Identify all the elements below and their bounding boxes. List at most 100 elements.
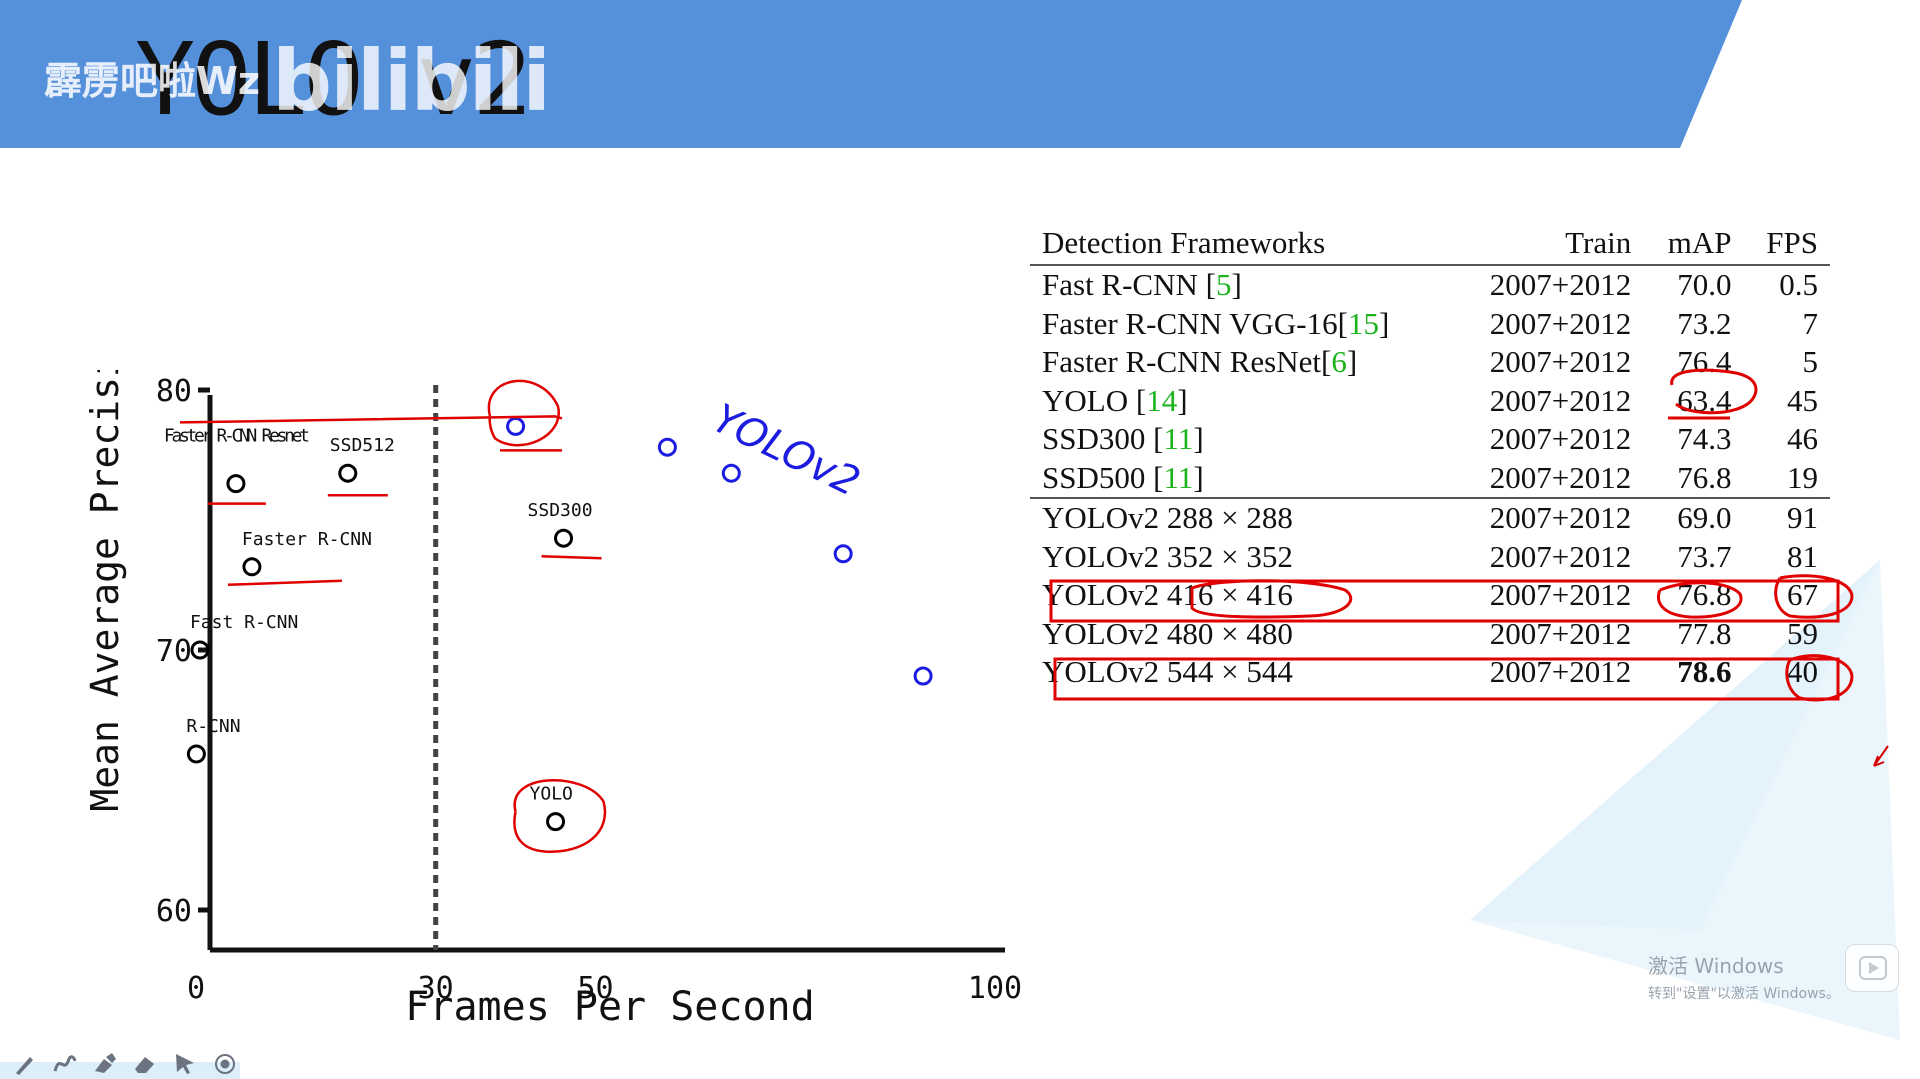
- table-row: YOLO [14] 2007+2012 63.4 45: [1030, 382, 1830, 421]
- framework-label: YOLO: [1042, 382, 1136, 418]
- citation[interactable]: [5]: [1205, 267, 1242, 303]
- point-label: R-CNN: [186, 716, 240, 737]
- header-fps: FPS: [1766, 225, 1818, 260]
- citation[interactable]: [15]: [1337, 305, 1390, 341]
- framework-name: YOLO [14]: [1030, 382, 1454, 421]
- table-row: Faster R-CNN VGG-16[15] 2007+2012 73.2 7: [1030, 305, 1830, 344]
- data-point-faster-r-cnn: [242, 557, 262, 577]
- framework-name: YOLOv2 544 × 544: [1030, 653, 1454, 692]
- train-value: 2007+2012: [1454, 497, 1644, 538]
- map-value: 70.0: [1677, 267, 1732, 303]
- framework-name: YOLOv2 352 × 352: [1030, 538, 1454, 577]
- map-value: 63.4: [1677, 382, 1732, 418]
- framework-name: SSD300 [11]: [1030, 420, 1454, 459]
- y-tick-label: 70: [156, 634, 192, 669]
- chart-points: [186, 416, 933, 832]
- map-value: 73.2: [1677, 305, 1732, 341]
- chart-axes: 0 30 50 100 60 70 80: [156, 374, 1022, 1006]
- chart-ink-annotations: [179, 379, 607, 853]
- yolov2-handwritten-label: YOLOv2: [706, 396, 867, 506]
- header-map: mAP: [1667, 225, 1732, 260]
- fps-value: 7: [1802, 305, 1819, 341]
- play-button[interactable]: [1845, 944, 1899, 992]
- framework-label: YOLOv2 416 × 416: [1042, 577, 1293, 613]
- header-frameworks: Detection Frameworks: [1042, 225, 1326, 260]
- annotation-toolbar: [12, 1050, 238, 1078]
- fps-value: 45: [1787, 382, 1818, 418]
- curve-icon[interactable]: [52, 1051, 78, 1077]
- x-tick-label: 0: [187, 971, 205, 1006]
- yolov2-data-point: [506, 416, 526, 436]
- fps-value: 40: [1787, 654, 1818, 690]
- citation[interactable]: [11]: [1153, 421, 1204, 457]
- fps-value: 67: [1787, 577, 1818, 613]
- play-icon: [1859, 956, 1887, 980]
- yolov2-data-point: [913, 666, 933, 686]
- table-row: SSD300 [11] 2007+2012 74.3 46: [1030, 420, 1830, 459]
- data-point-ssd300: [554, 528, 574, 548]
- framework-label: YOLOv2 544 × 544: [1042, 654, 1293, 690]
- x-tick-label: 100: [968, 971, 1022, 1006]
- record-icon[interactable]: [212, 1051, 238, 1077]
- point-label: Faster R-CNN: [242, 529, 372, 550]
- speed-accuracy-chart: 0 30 50 100 60 70 80 R-CNN Fast R-CNN Faster R-C…: [83, 370, 1022, 1030]
- framework-label: Fast R-CNN: [1042, 267, 1206, 303]
- framework-name: SSD500 [11]: [1030, 459, 1454, 499]
- ink-stroke: [513, 778, 607, 853]
- framework-label: Faster R-CNN ResNet: [1042, 344, 1321, 380]
- train-value: 2007+2012: [1489, 459, 1632, 495]
- map-value: 76.8: [1677, 577, 1732, 613]
- map-value: 76.4: [1677, 344, 1732, 380]
- table-row: YOLOv2 480 × 480 2007+2012 77.8 59: [1030, 615, 1830, 654]
- citation[interactable]: [11]: [1153, 459, 1204, 495]
- map-value: 74.3: [1677, 421, 1732, 457]
- highlighter-icon[interactable]: [92, 1051, 118, 1077]
- header-train: Train: [1565, 225, 1632, 260]
- yolov2-data-point: [721, 463, 741, 483]
- citation[interactable]: [14]: [1135, 382, 1188, 418]
- train-value: 2007+2012: [1489, 305, 1632, 341]
- x-tick-label: 30: [418, 971, 454, 1006]
- chart-labels: R-CNN Fast R-CNN Faster R-CNN Faster R-CNN …: [164, 426, 593, 805]
- ink-stroke: [227, 579, 342, 587]
- eraser-icon[interactable]: [132, 1051, 158, 1077]
- data-point-ssd512: [338, 463, 358, 483]
- train-value: 2007+2012: [1489, 421, 1632, 457]
- table-row: SSD500 [11] 2007+2012 76.8 19: [1030, 459, 1830, 499]
- title-banner: [0, 0, 1742, 148]
- framework-label: SSD300: [1042, 421, 1154, 457]
- framework-name: YOLOv2 288 × 288: [1030, 497, 1455, 538]
- fps-value: 5: [1802, 344, 1819, 380]
- activation-title: 激活 Windows: [1648, 954, 1784, 978]
- train-value: 2007+2012: [1489, 577, 1632, 613]
- x-axis-label: Frames Per Second: [405, 984, 814, 1030]
- data-point-fast-r-cnn: [190, 640, 210, 660]
- fps-value: 91: [1743, 497, 1830, 538]
- framework-label: YOLOv2 288 × 288: [1042, 500, 1293, 536]
- watermark-logo: bilibili: [272, 32, 551, 130]
- point-label: SSD300: [528, 500, 593, 521]
- framework-name: Faster R-CNN ResNet[6]: [1030, 343, 1454, 382]
- windows-activation-notice: 激活 Windows 转到"设置"以激活 Windows。: [1648, 950, 1840, 1003]
- framework-label: SSD500: [1042, 459, 1154, 495]
- train-value: 2007+2012: [1489, 382, 1632, 418]
- yolov2-data-point: [657, 437, 677, 457]
- fps-value: 46: [1787, 421, 1818, 457]
- watermark-author: 霹雳吧啦Wz: [44, 59, 261, 103]
- data-point-faster-r-cnn-resnet: [226, 474, 246, 494]
- y-tick-label: 60: [156, 894, 192, 929]
- train-value: 2007+2012: [1489, 654, 1632, 690]
- pointer-icon[interactable]: [172, 1051, 198, 1077]
- citation[interactable]: [6]: [1320, 344, 1358, 380]
- pen-icon[interactable]: [12, 1051, 38, 1077]
- map-value: 69.0: [1643, 497, 1744, 538]
- map-value: 78.6: [1677, 654, 1732, 690]
- train-value: 2007+2012: [1489, 615, 1632, 651]
- table-row: YOLOv2 416 × 416 2007+2012 76.8 67: [1030, 576, 1830, 615]
- table-row: YOLOv2 288 × 288 2007+2012 69.0 91: [1030, 497, 1830, 538]
- y-tick-label: 80: [156, 374, 192, 409]
- yolov2-data-point: [833, 544, 853, 564]
- fps-value: 19: [1787, 459, 1818, 495]
- point-label: YOLO: [530, 784, 573, 805]
- pen-cursor-icon: [1873, 745, 1889, 767]
